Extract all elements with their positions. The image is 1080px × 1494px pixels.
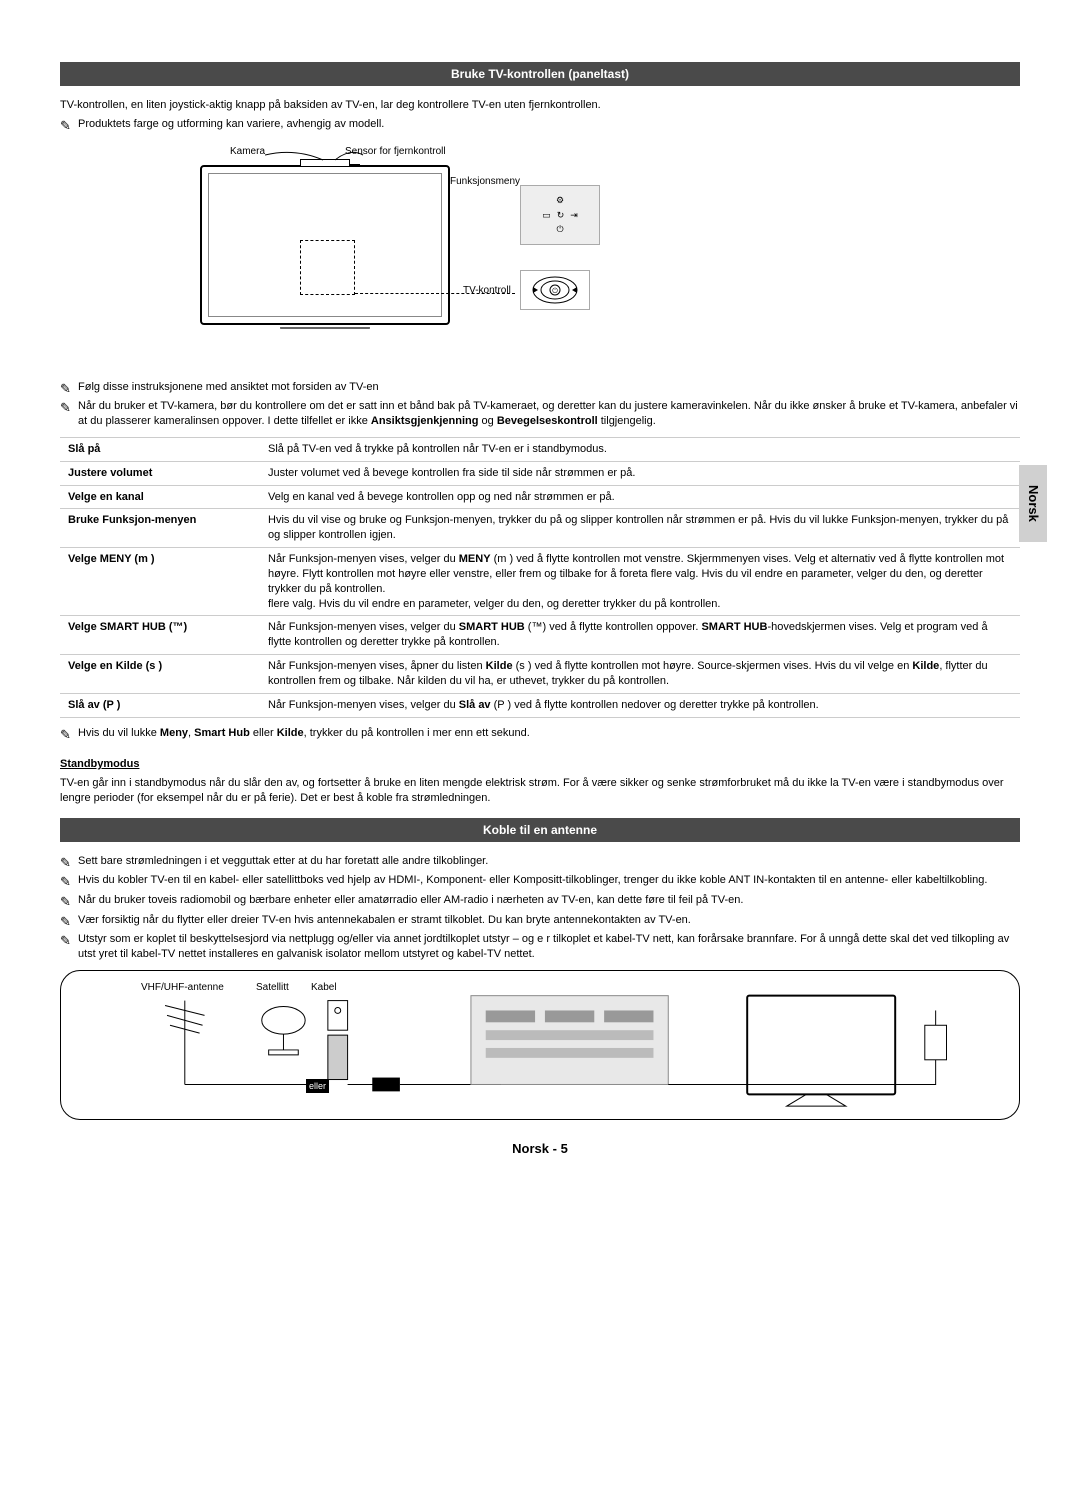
function-menu-icon: ⚙ ▭↻⇥ ⏻ <box>520 185 600 245</box>
note-row: ✎Sett bare strømledningen i et vegguttak… <box>60 854 1020 872</box>
note-row: ✎Hvis du kobler TV-en til en kabel- elle… <box>60 873 1020 891</box>
row-val: Når Funksjon-menyen vises, velger du SMA… <box>260 616 1020 655</box>
row-key: Slå av (P ) <box>60 693 260 717</box>
vhf-label: VHF/UHF-antenne <box>141 981 224 995</box>
func-menu-label: Funksjonsmeny <box>450 175 520 189</box>
table-row: Slå av (P )Når Funksjon-menyen vises, ve… <box>60 693 1020 717</box>
note-icon: ✎ <box>60 726 78 744</box>
section-title-tv-control: Bruke TV-kontrollen (paneltast) <box>60 62 1020 86</box>
note-icon: ✎ <box>60 913 78 931</box>
table-row: Velge en kanalVelg en kanal ved å bevege… <box>60 485 1020 509</box>
note-row: ✎Vær forsiktig når du flytter eller drei… <box>60 913 1020 931</box>
satellite-label: Satellitt <box>256 981 289 995</box>
row-val: Slå på TV-en ved å trykke på kontrollen … <box>260 437 1020 461</box>
cable-label: Kabel <box>311 981 337 995</box>
camera-label: Kamera <box>230 145 265 159</box>
note-text: Produktets farge og utforming kan varier… <box>78 117 1020 132</box>
row-key: Velge en kanal <box>60 485 260 509</box>
note-icon: ✎ <box>60 380 78 398</box>
note-text: Hvis du kobler TV-en til en kabel- eller… <box>78 873 1020 888</box>
note-row: ✎ Når du bruker et TV-kamera, bør du kon… <box>60 399 1020 429</box>
svg-text:⏻: ⏻ <box>552 287 558 295</box>
dashed-area <box>300 240 355 295</box>
eller-label: eller <box>306 1079 329 1093</box>
row-key: Velge SMART HUB (™) <box>60 616 260 655</box>
standby-text: TV-en går inn i standbymodus når du slår… <box>60 776 1020 806</box>
note-text: Når du bruker toveis radiomobil og bærba… <box>78 893 1020 908</box>
row-val: Når Funksjon-menyen vises, velger du Slå… <box>260 693 1020 717</box>
controls-table: Slå påSlå på TV-en ved å trykke på kontr… <box>60 437 1020 718</box>
row-val: Juster volumet ved å bevege kontrollen f… <box>260 461 1020 485</box>
note-text: Utstyr som er koplet til beskyttelsesjor… <box>78 932 1020 962</box>
table-row: Justere volumetJuster volumet ved å beve… <box>60 461 1020 485</box>
standby-heading: Standbymodus <box>60 757 1020 772</box>
intro-text: TV-kontrollen, en liten joystick-aktig k… <box>60 98 1020 113</box>
tv-control-label: TV-kontroll <box>463 284 511 298</box>
row-val: Når Funksjon-menyen vises, velger du MEN… <box>260 548 1020 616</box>
note-icon: ✎ <box>60 873 78 891</box>
tv-diagram: Kamera Sensor for fjernkontroll Funksjon… <box>170 145 630 370</box>
note-icon: ✎ <box>60 893 78 911</box>
note-icon: ✎ <box>60 117 78 135</box>
antenna-diagram: VHF/UHF-antenne Satellitt Kabel eller <box>60 970 1020 1120</box>
note-text: Følg disse instruksjonene med ansiktet m… <box>78 380 1020 395</box>
note-text: Vær forsiktig når du flytter eller dreie… <box>78 913 1020 928</box>
note-text: Sett bare strømledningen i et vegguttak … <box>78 854 1020 869</box>
row-val: Velg en kanal ved å bevege kontrollen op… <box>260 485 1020 509</box>
table-row: Velge en Kilde (s )Når Funksjon-menyen v… <box>60 655 1020 694</box>
row-key: Bruke Funksjon-menyen <box>60 509 260 548</box>
language-tab: Norsk <box>1019 465 1047 542</box>
note-row: ✎Utstyr som er koplet til beskyttelsesjo… <box>60 932 1020 962</box>
note-icon: ✎ <box>60 932 78 950</box>
table-row: Bruke Funksjon-menyenHvis du vil vise og… <box>60 509 1020 548</box>
row-key: Slå på <box>60 437 260 461</box>
note-icon: ✎ <box>60 399 78 417</box>
table-row: Velge MENY (m )Når Funksjon-menyen vises… <box>60 548 1020 616</box>
note-row: ✎ Hvis du vil lukke Meny, Smart Hub elle… <box>60 726 1020 744</box>
page-footer: Norsk - 5 <box>60 1140 1020 1158</box>
note-row: ✎ Produktets farge og utforming kan vari… <box>60 117 1020 135</box>
row-key: Velge MENY (m ) <box>60 548 260 616</box>
table-row: Velge SMART HUB (™)Når Funksjon-menyen v… <box>60 616 1020 655</box>
note-row: ✎ Følg disse instruksjonene med ansiktet… <box>60 380 1020 398</box>
row-key: Velge en Kilde (s ) <box>60 655 260 694</box>
row-val: Når Funksjon-menyen vises, åpner du list… <box>260 655 1020 694</box>
tv-control-icon: ⏻ <box>520 270 590 310</box>
note-text: Hvis du vil lukke Meny, Smart Hub eller … <box>78 726 1020 741</box>
row-val: Hvis du vil vise og bruke og Funksjon-me… <box>260 509 1020 548</box>
section-title-antenna: Koble til en antenne <box>60 818 1020 842</box>
row-key: Justere volumet <box>60 461 260 485</box>
note-row: ✎Når du bruker toveis radiomobil og bærb… <box>60 893 1020 911</box>
note-text: Når du bruker et TV-kamera, bør du kontr… <box>78 399 1020 429</box>
note-icon: ✎ <box>60 854 78 872</box>
table-row: Slå påSlå på TV-en ved å trykke på kontr… <box>60 437 1020 461</box>
